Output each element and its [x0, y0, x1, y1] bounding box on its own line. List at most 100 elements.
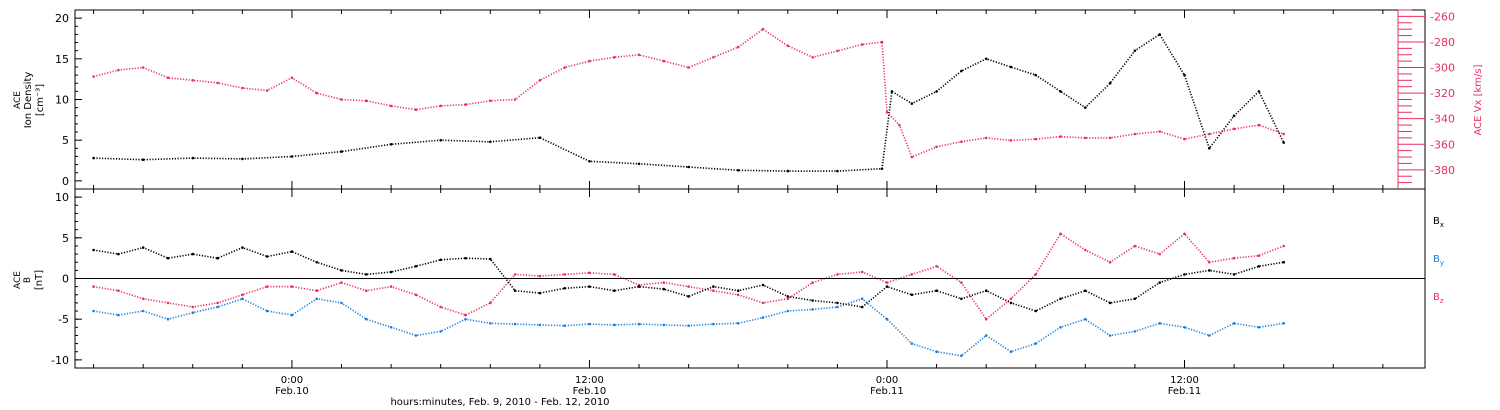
by-point — [712, 322, 715, 326]
ion-density-point — [1257, 90, 1261, 93]
vx-point — [935, 145, 938, 149]
bx-point — [1208, 269, 1211, 272]
ion-density-point — [92, 156, 95, 160]
bz-point — [935, 265, 938, 268]
vx-point — [464, 103, 467, 106]
ion-density-point — [439, 138, 443, 142]
vx-point — [712, 56, 715, 59]
vx-point — [588, 59, 591, 63]
top-right-tick-label: -320 — [1430, 87, 1455, 100]
top-left-axis-label-line3: [cm⁻³] — [35, 84, 46, 116]
bx-point — [191, 252, 195, 256]
by-point — [736, 322, 740, 325]
bx-point — [637, 285, 641, 288]
top-right-axis-label: ACE Vx [km/s] — [1473, 64, 1484, 135]
bz-point — [910, 273, 914, 276]
bx-point — [860, 305, 864, 309]
ion-density-point — [389, 143, 393, 146]
ion-density-line — [93, 33, 1285, 172]
bx-point — [836, 301, 839, 305]
vx-point — [1282, 132, 1285, 136]
bx-point — [1084, 289, 1087, 293]
vx-line — [93, 28, 1284, 159]
bx-point — [92, 248, 95, 252]
by-point — [290, 313, 294, 317]
ion-density-point — [786, 169, 790, 173]
bx-point — [1257, 265, 1261, 268]
bz-point — [216, 301, 219, 305]
vx-point — [860, 43, 864, 46]
bx-point — [1183, 273, 1186, 276]
vx-point — [563, 66, 566, 69]
legend-by: By — [1433, 254, 1444, 267]
series-layer — [92, 27, 1285, 358]
vx-point — [637, 53, 641, 57]
vx-point — [538, 79, 542, 82]
bx-point — [960, 297, 963, 301]
bottom-left-axis-label-line1: ACE — [13, 271, 23, 289]
vx-point — [241, 86, 244, 90]
bx-point — [811, 299, 814, 302]
by-point — [761, 316, 765, 319]
vx-point — [1084, 136, 1087, 140]
bz-line — [93, 232, 1284, 321]
bz-point — [513, 273, 517, 276]
x-tick-label: 0:00 — [281, 375, 303, 386]
ion-density-point — [1009, 65, 1013, 69]
by-point — [92, 309, 95, 313]
by-point — [563, 324, 566, 328]
bz-point — [1158, 252, 1161, 256]
bz-point — [687, 285, 690, 288]
bz-point — [1133, 244, 1137, 248]
by-point — [1232, 322, 1236, 325]
ion-density-point — [1282, 141, 1285, 144]
bz-point — [315, 289, 319, 293]
bx-point — [439, 258, 443, 262]
bx-point — [1108, 301, 1112, 305]
bx-point — [290, 250, 294, 253]
ion-density-point — [141, 158, 145, 161]
vx-point — [1232, 127, 1236, 131]
bx-point — [538, 291, 542, 295]
ion-density-point — [836, 169, 839, 173]
x-axis: 0:00Feb.1012:00Feb.100:00Feb.1112:00Feb.… — [93, 10, 1384, 397]
ion-density-point — [1183, 73, 1186, 77]
bz-point — [613, 273, 616, 276]
bx-point — [687, 295, 690, 298]
ion-density-point — [538, 136, 542, 139]
by-point — [786, 309, 790, 313]
x-tick-sublabel: Feb.10 — [573, 386, 607, 397]
bz-point — [464, 313, 467, 317]
ion-density-point — [1084, 106, 1087, 109]
by-point — [637, 322, 641, 326]
x-tick-sublabel: Feb.11 — [1168, 386, 1202, 397]
bz-point — [761, 301, 765, 305]
top-left-axis-label-line1: ACE — [13, 91, 23, 109]
top-panel-frame — [74, 9, 1426, 190]
by-point — [885, 317, 889, 321]
bx-point — [1034, 309, 1037, 313]
by-point — [1158, 322, 1161, 325]
top-right-axis-label-text: ACE Vx [km/s] — [1473, 64, 1484, 135]
bx-point — [414, 265, 418, 268]
bz-point — [811, 281, 814, 284]
vx-point — [687, 66, 690, 69]
by-point — [811, 308, 814, 311]
bx-point — [910, 293, 914, 297]
top-left-tick-label: 15 — [55, 53, 69, 66]
x-tick-label: 12:00 — [575, 375, 604, 386]
top-right-tick-label: -260 — [1430, 10, 1455, 23]
by-point — [141, 309, 145, 313]
vx-point — [191, 79, 195, 82]
top-left-axis-label-line2: Ion Density — [23, 72, 34, 129]
ion-density-point — [1232, 114, 1236, 118]
bx-point — [1133, 297, 1137, 301]
bz-point — [1232, 256, 1236, 260]
vx-point — [960, 140, 963, 143]
vx-point — [513, 98, 517, 101]
ion-density-point — [637, 162, 641, 166]
bz-point — [1034, 273, 1037, 276]
x-tick-label: 12:00 — [1170, 375, 1199, 386]
by-point — [513, 322, 517, 326]
